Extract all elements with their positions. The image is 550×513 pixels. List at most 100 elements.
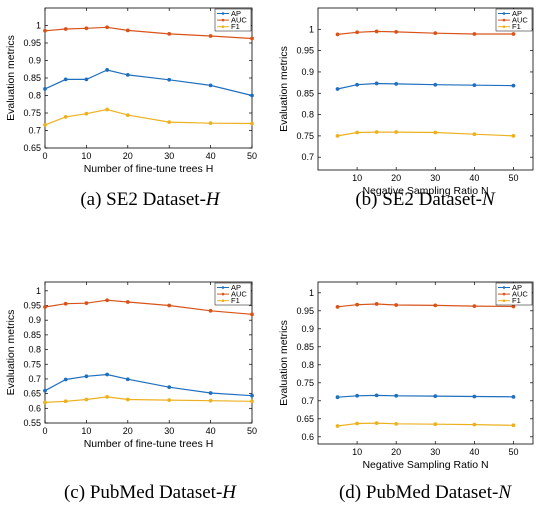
- data-point-ap: [43, 86, 47, 91]
- y-tick-label: 0.8: [28, 91, 41, 101]
- data-point-f1: [394, 421, 399, 426]
- caption-variable: N: [497, 482, 512, 503]
- data-point-ap: [208, 83, 213, 88]
- data-point-f1: [250, 399, 254, 404]
- data-point-ap: [394, 81, 399, 86]
- data-point-auc: [433, 303, 438, 308]
- legend-label: AUC: [512, 16, 528, 25]
- data-point-auc: [355, 30, 359, 35]
- series-line-ap: [337, 394, 514, 398]
- legend-marker: [502, 18, 506, 22]
- y-tick-label: 0.85: [296, 88, 314, 98]
- data-point-auc: [394, 29, 399, 34]
- series-line-auc: [44, 299, 253, 315]
- legend-label: AP: [231, 9, 241, 18]
- chart-panel: 10 20 30 40 50 0.6 0.65 0.7 0.75 0.8 0.85 0.9 0.95 1 N…: [278, 281, 534, 503]
- data-point-f1: [335, 424, 340, 428]
- data-point-auc: [167, 303, 172, 308]
- chart-panel: 0 10 20 30 40 50 0.55 0.6 0.65 0.7 0.75 0.8 0.85 0.9 0…: [5, 281, 257, 503]
- caption-variable: H: [205, 189, 221, 210]
- data-point-auc: [472, 304, 477, 309]
- x-axis-title: Negative Sampling Ratio N: [362, 185, 488, 197]
- data-point-auc: [43, 305, 47, 309]
- legend-box: [495, 8, 533, 32]
- y-tick-label: 0.85: [23, 330, 41, 340]
- data-point-ap: [511, 83, 516, 88]
- caption-text: (c) PubMed Dataset-: [64, 482, 222, 503]
- y-tick-label: 0.75: [23, 359, 41, 369]
- series-line-f1: [44, 396, 253, 403]
- legend-label: AUC: [231, 16, 247, 25]
- series-line-auc: [337, 303, 514, 308]
- data-point-ap: [167, 77, 172, 82]
- data-point-auc: [433, 31, 438, 36]
- x-tick-label: 40: [206, 151, 216, 161]
- legend-marker: [221, 286, 225, 289]
- data-point-f1: [355, 421, 359, 426]
- y-tick-label: 0.85: [23, 73, 41, 83]
- legend-marker: [502, 25, 506, 29]
- legend-box: [214, 8, 252, 32]
- data-point-auc: [63, 27, 68, 31]
- data-point-ap: [84, 374, 89, 379]
- data-point-f1: [125, 397, 130, 402]
- plot-frame: [317, 281, 534, 445]
- data-point-auc: [63, 301, 68, 306]
- x-tick-label: 50: [508, 447, 518, 457]
- data-point-ap: [63, 77, 68, 82]
- subfigure-caption: (c) PubMed Dataset-H: [64, 482, 237, 503]
- legend-label: AP: [512, 283, 522, 292]
- caption-text: (b) SE2 Dataset-: [355, 189, 482, 210]
- data-point-f1: [84, 111, 89, 116]
- x-tick-label: 30: [430, 447, 440, 457]
- y-tick-label: 1: [309, 288, 314, 298]
- caption-variable: N: [481, 189, 496, 210]
- y-axis-title: Evaluation metrics: [278, 320, 290, 406]
- x-tick-label: 50: [247, 426, 257, 436]
- data-point-f1: [63, 114, 68, 119]
- y-tick-label: 0.65: [23, 143, 41, 153]
- x-tick-label: 0: [42, 426, 47, 436]
- data-point-f1: [84, 397, 89, 402]
- caption-text: (a) SE2 Dataset-: [80, 189, 206, 210]
- y-tick-label: 1: [36, 21, 41, 31]
- data-point-auc: [125, 28, 130, 33]
- y-tick-label: 0.8: [301, 110, 314, 120]
- x-tick-label: 10: [352, 447, 362, 457]
- data-point-ap: [84, 77, 89, 82]
- x-tick-label: 20: [391, 447, 401, 457]
- subfigure-caption: (d) PubMed Dataset-N: [339, 482, 512, 503]
- y-tick-label: 0.8: [28, 345, 41, 355]
- series-line-auc: [44, 26, 253, 40]
- x-tick-label: 30: [164, 426, 174, 436]
- data-point-ap: [43, 388, 47, 393]
- legend-label: AP: [512, 9, 522, 18]
- data-point-f1: [335, 133, 340, 138]
- data-point-ap: [374, 393, 379, 398]
- data-point-f1: [511, 423, 516, 428]
- data-point-auc: [250, 36, 254, 41]
- subfigure-caption: (b) SE2 Dataset-N: [355, 189, 496, 210]
- legend-marker: [502, 299, 506, 303]
- chart-panel: 0 10 20 30 40 50 0.65 0.7 0.75 0.8 0.85 0.9 0.95 1 Num…: [5, 7, 257, 210]
- x-tick-label: 30: [430, 173, 440, 183]
- caption-variable: H: [221, 482, 237, 503]
- data-point-auc: [250, 312, 254, 317]
- data-point-f1: [105, 107, 109, 112]
- data-point-ap: [105, 68, 109, 72]
- y-tick-label: 0.9: [301, 67, 314, 77]
- data-point-auc: [335, 32, 340, 37]
- legend-label: AUC: [512, 290, 528, 299]
- y-tick-label: 0.9: [301, 324, 314, 334]
- y-tick-label: 0.7: [28, 126, 41, 136]
- data-point-auc: [105, 25, 109, 30]
- series-line-ap: [44, 373, 253, 397]
- legend-marker: [221, 18, 225, 22]
- series-line-auc: [337, 30, 514, 35]
- y-axis-title: Evaluation metrics: [5, 310, 17, 396]
- data-point-f1: [433, 422, 438, 427]
- x-tick-label: 40: [469, 447, 479, 457]
- data-point-f1: [43, 400, 47, 405]
- data-point-auc: [472, 32, 477, 36]
- y-axis-title: Evaluation metrics: [5, 35, 17, 121]
